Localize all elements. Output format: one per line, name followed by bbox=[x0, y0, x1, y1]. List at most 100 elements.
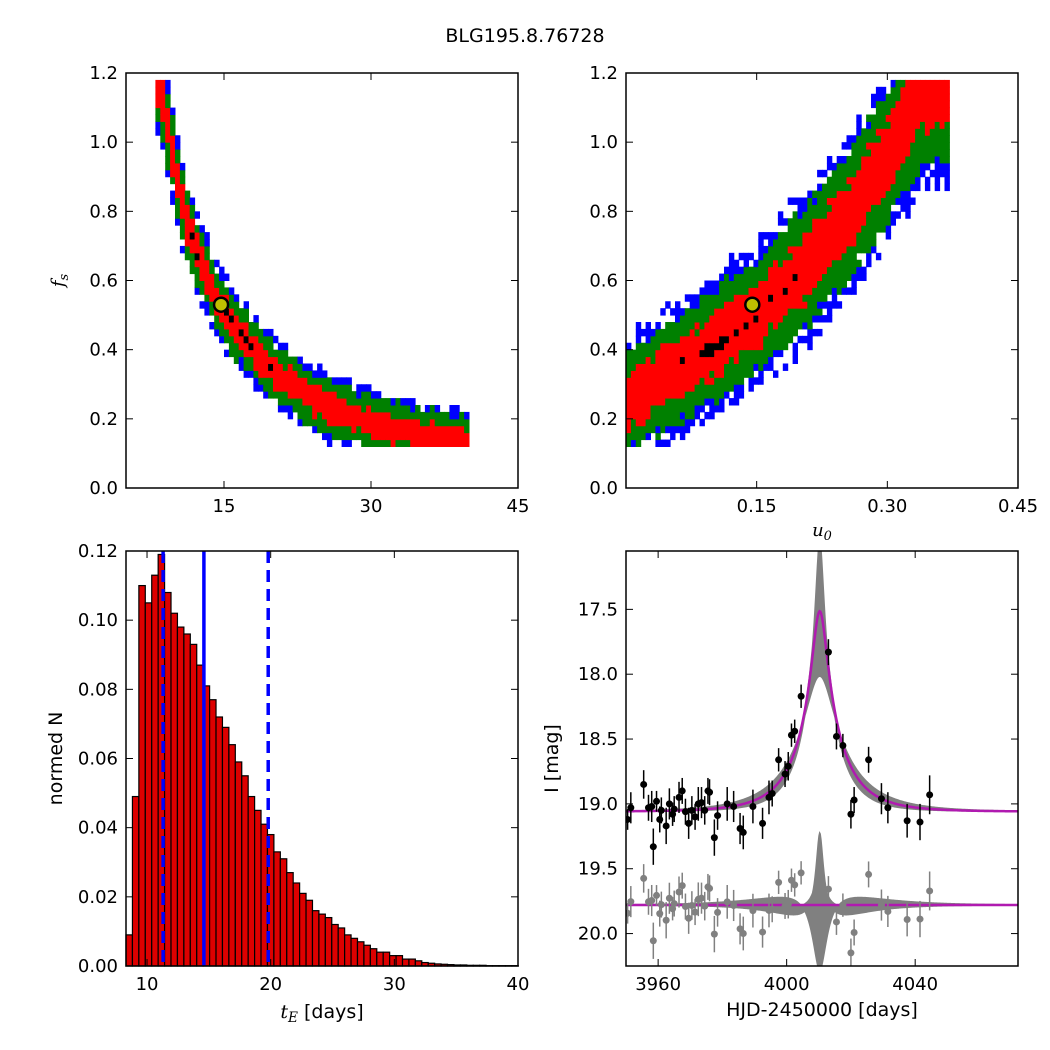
heatmap-cell bbox=[841, 204, 847, 212]
heatmap-cell bbox=[763, 266, 769, 275]
residual-point bbox=[701, 902, 709, 910]
heatmap-cell bbox=[846, 232, 852, 240]
heatmap-cell bbox=[459, 418, 465, 427]
heatmap-cell bbox=[934, 128, 941, 136]
heatmap-cell bbox=[758, 356, 764, 364]
heatmap-cell bbox=[268, 349, 274, 358]
histogram-bar bbox=[395, 955, 404, 967]
heatmap-cell bbox=[640, 405, 647, 413]
heatmap-cell bbox=[660, 342, 666, 351]
heatmap-cell bbox=[258, 370, 264, 378]
heatmap-cell bbox=[797, 245, 803, 254]
histogram-bar bbox=[215, 716, 224, 967]
heatmap-cell bbox=[224, 349, 230, 358]
heatmap-cell bbox=[733, 273, 740, 281]
heatmap-cell bbox=[929, 149, 936, 157]
heatmap-cell bbox=[626, 439, 632, 447]
heatmap-cell bbox=[777, 315, 784, 323]
residual-point bbox=[784, 900, 792, 908]
heatmap-cell bbox=[944, 169, 950, 178]
heatmap-cell bbox=[743, 322, 749, 330]
heatmap-cell bbox=[336, 411, 343, 420]
heatmap-cell bbox=[665, 322, 671, 330]
heatmap-cell bbox=[684, 398, 691, 406]
heatmap-cell bbox=[184, 204, 191, 212]
residual-point bbox=[648, 897, 656, 905]
heatmap-cell bbox=[753, 349, 759, 358]
heatmap-cell bbox=[841, 280, 847, 288]
heatmap-cell bbox=[871, 149, 877, 157]
heatmap-cell bbox=[875, 252, 882, 261]
heatmap-cell bbox=[630, 384, 637, 392]
heatmap-cell bbox=[660, 425, 666, 434]
heatmap-cell bbox=[699, 363, 705, 371]
heatmap-cell bbox=[817, 315, 823, 323]
heatmap-cell bbox=[253, 342, 259, 351]
heatmap-cell bbox=[405, 405, 411, 413]
heatmap-cell bbox=[792, 259, 798, 268]
heatmap-cell bbox=[851, 142, 857, 150]
heatmap-cell bbox=[822, 315, 828, 323]
heatmap-cell bbox=[871, 162, 877, 171]
heatmap-cell bbox=[684, 377, 691, 385]
heatmap-cell bbox=[297, 411, 303, 420]
heatmap-cell bbox=[797, 287, 803, 295]
heatmap-cell bbox=[699, 384, 705, 392]
heatmap-cell bbox=[728, 315, 735, 323]
heatmap-cell bbox=[694, 328, 700, 337]
heatmap-cell bbox=[675, 349, 681, 358]
heatmap-cell bbox=[194, 239, 200, 247]
heatmap-cell bbox=[890, 169, 896, 178]
heatmap-cell bbox=[694, 315, 700, 323]
heatmap-cell bbox=[866, 128, 872, 136]
heatmap-cell bbox=[282, 405, 289, 413]
heatmap-cell bbox=[773, 245, 779, 254]
histogram-bar bbox=[138, 584, 146, 967]
heatmap-cell bbox=[689, 356, 696, 364]
heatmap-cell bbox=[787, 252, 794, 261]
heatmap-cell bbox=[875, 135, 882, 143]
heatmap-cell bbox=[670, 405, 676, 413]
heatmap-cell bbox=[885, 162, 892, 171]
data-point bbox=[665, 800, 673, 808]
heatmap-cell bbox=[861, 149, 867, 157]
heatmap-cell bbox=[915, 79, 921, 88]
heatmap-cell bbox=[895, 183, 901, 192]
heatmap-cell bbox=[429, 418, 436, 427]
heatmap-cell bbox=[900, 156, 906, 164]
heatmap-cell bbox=[831, 294, 838, 302]
heatmap-cell bbox=[263, 370, 269, 378]
heatmap-cell bbox=[777, 308, 784, 316]
heatmap-cell bbox=[915, 128, 921, 136]
heatmap-cell bbox=[841, 176, 847, 185]
heatmap-cell bbox=[890, 100, 896, 109]
residual-point bbox=[903, 916, 911, 924]
heatmap-cell bbox=[856, 218, 862, 226]
heatmap-cell bbox=[738, 356, 745, 364]
data-point bbox=[653, 797, 661, 805]
residual-point bbox=[832, 918, 840, 926]
heatmap-cell bbox=[410, 411, 416, 420]
heatmap-cell bbox=[856, 245, 862, 254]
heatmap-cell bbox=[728, 349, 735, 358]
model-uncertainty-band bbox=[626, 551, 1018, 813]
heatmap-cell bbox=[645, 384, 651, 392]
heatmap-cell bbox=[905, 100, 911, 109]
heatmap-cell bbox=[179, 190, 186, 198]
heatmap-cell bbox=[787, 287, 794, 295]
heatmap-cell bbox=[675, 301, 681, 309]
heatmap-cell bbox=[871, 183, 877, 192]
heatmap-cell bbox=[224, 287, 230, 295]
heatmap-cell bbox=[694, 342, 700, 351]
heatmap-cell bbox=[807, 259, 813, 268]
heatmap-cell bbox=[817, 301, 823, 309]
heatmap-cell bbox=[748, 342, 754, 351]
heatmap-cell bbox=[439, 425, 445, 434]
heatmap-cell bbox=[630, 356, 637, 364]
heatmap-cell bbox=[743, 273, 749, 281]
heatmap-cell bbox=[341, 411, 347, 420]
heatmap-cell bbox=[836, 280, 843, 288]
heatmap-cell bbox=[900, 107, 906, 115]
heatmap-cell bbox=[346, 384, 352, 392]
heatmap-cell bbox=[209, 294, 215, 302]
